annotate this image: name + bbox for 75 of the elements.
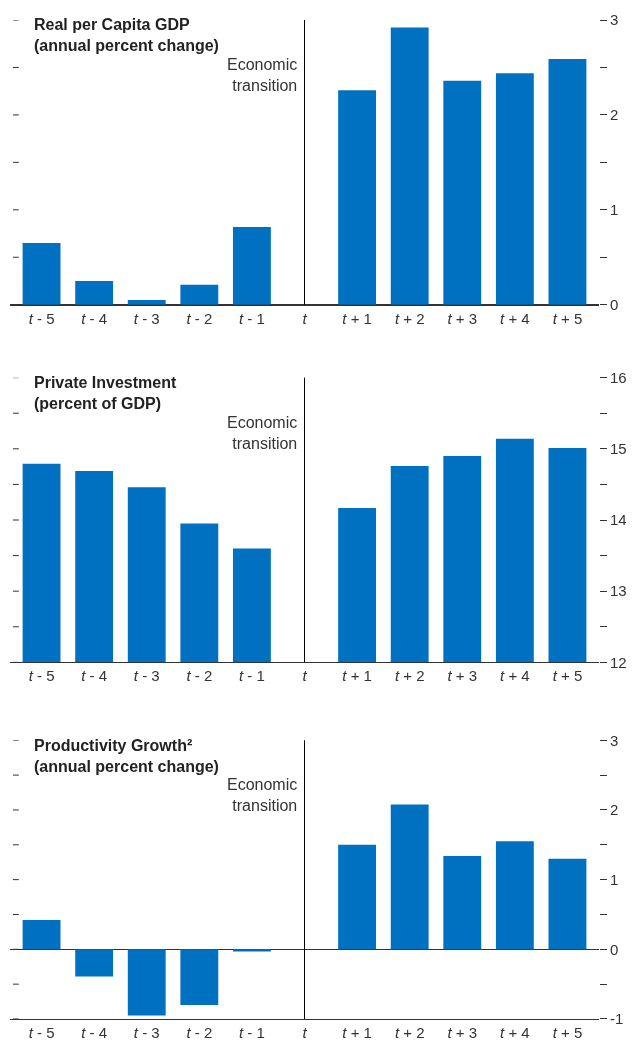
text: (percent of GDP)	[34, 394, 162, 412]
x-tick-label: t - 1	[238, 1024, 265, 1041]
text: (annual percent change)	[34, 757, 219, 775]
x-tick-label: t + 4	[500, 1024, 530, 1041]
x-tick-label: t + 4	[500, 667, 530, 685]
y-tick-label: -1	[610, 1010, 624, 1028]
chart-title: Productivity Growth²	[34, 737, 193, 754]
x-tick-label: t	[302, 667, 308, 685]
x-tick-label: t - 3	[133, 1024, 160, 1041]
x-tick-label: t + 3	[447, 1024, 478, 1041]
x-tick-label: t + 5	[552, 667, 583, 685]
y-tick-label: 12	[610, 653, 627, 671]
bar	[180, 949, 219, 1006]
bar	[548, 858, 587, 950]
x-tick-label: t - 5	[28, 667, 55, 685]
x-tick-label: t + 2	[394, 1024, 425, 1041]
x-tick-label: t + 3	[447, 309, 478, 327]
chart-title: Private Investment	[34, 374, 177, 391]
bar	[548, 58, 587, 305]
bar	[180, 284, 219, 305]
x-tick-label: t - 2	[186, 1024, 213, 1041]
bar	[495, 73, 534, 305]
x-tick-label: t - 1	[238, 309, 265, 327]
x-tick-label: t - 4	[81, 309, 108, 327]
y-tick-label: 0	[610, 295, 619, 313]
x-tick-label: t - 2	[186, 309, 213, 327]
bar	[75, 949, 114, 977]
y-tick-label: 2	[610, 801, 619, 819]
x-tick-label: t + 4	[500, 309, 530, 327]
bar	[22, 920, 61, 950]
x-tick-label: t - 4	[81, 1024, 108, 1041]
x-tick-label: t + 1	[342, 309, 372, 327]
y-tick-label: 15	[610, 440, 627, 458]
bar	[232, 949, 271, 952]
y-tick-label: 16	[610, 368, 627, 386]
y-tick-label: 1	[610, 870, 619, 888]
y-tick-label: 2	[610, 106, 619, 124]
x-tick-label: t + 1	[342, 667, 372, 685]
x-tick-label: t + 3	[447, 667, 478, 685]
bar	[75, 280, 114, 305]
y-tick-label: 13	[610, 582, 627, 600]
y-tick-label: 1	[610, 201, 619, 219]
x-tick-label: t	[302, 1024, 308, 1041]
x-tick-label: t - 4	[81, 667, 108, 685]
ref-line-label: Economic transition	[227, 776, 298, 814]
x-tick-label: t - 1	[238, 667, 265, 685]
x-tick-label: t + 5	[552, 1024, 583, 1041]
x-tick-label: t - 5	[28, 1024, 55, 1041]
bar	[22, 243, 61, 305]
text: (annual percent change)	[34, 36, 219, 54]
y-tick-label: 14	[610, 511, 627, 529]
x-tick-label: t - 3	[133, 309, 160, 327]
x-tick-label: t + 2	[394, 309, 425, 327]
bar	[338, 844, 377, 950]
bar	[443, 855, 482, 950]
x-tick-label: t	[302, 309, 308, 327]
x-tick-label: t - 3	[133, 667, 160, 685]
bar	[495, 841, 534, 950]
x-tick-label: t + 5	[552, 309, 583, 327]
x-tick-label: t + 1	[342, 1024, 372, 1041]
chart-title: Real per Capita GDP	[34, 16, 190, 33]
bar	[390, 804, 429, 950]
x-tick-label: t - 2	[186, 667, 213, 685]
bar	[127, 949, 166, 1016]
x-tick-label: t + 2	[394, 667, 425, 685]
y-tick-label: 3	[610, 731, 619, 749]
bar	[443, 80, 482, 305]
ref-line-label: Economic transition	[227, 56, 298, 94]
bar	[390, 27, 429, 305]
ref-line-label: Economic transition	[227, 414, 298, 452]
bar	[232, 226, 271, 305]
y-tick-label: 0	[610, 940, 619, 958]
x-tick-label: t - 5	[28, 309, 55, 327]
bar	[338, 90, 377, 305]
y-tick-label: 3	[610, 11, 619, 29]
